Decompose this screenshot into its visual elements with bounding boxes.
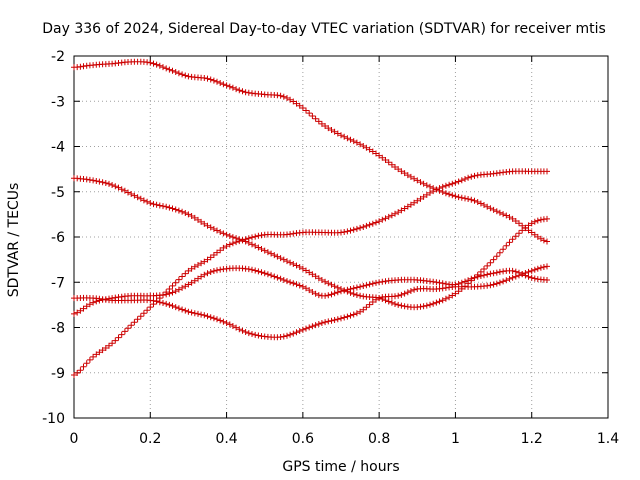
- x-tick-label: 1: [451, 431, 460, 447]
- x-tick-label: 0: [70, 431, 79, 447]
- series-markers: [71, 265, 550, 317]
- series-3: [71, 265, 550, 317]
- y-tick-label: -4: [51, 140, 65, 156]
- y-tick-label: -10: [42, 411, 65, 427]
- x-tick-label: 1.2: [521, 431, 543, 447]
- y-tick-label: -9: [51, 366, 65, 382]
- series-markers: [71, 168, 550, 378]
- y-tick-label: -7: [51, 275, 65, 291]
- y-tick-label: -5: [51, 185, 65, 201]
- y-tick-label: -6: [51, 230, 65, 246]
- x-tick-label: 0.8: [368, 431, 390, 447]
- chart-title: Day 336 of 2024, Sidereal Day-to-day VTE…: [42, 21, 606, 37]
- series-markers: [71, 175, 550, 311]
- series-2: [71, 175, 550, 311]
- x-tick-label: 0.2: [139, 431, 161, 447]
- series-markers: [71, 58, 550, 245]
- grid: [74, 56, 608, 418]
- x-tick-label: 0.6: [292, 431, 314, 447]
- y-tick-label: -3: [51, 94, 65, 110]
- x-axis-label: GPS time / hours: [282, 459, 399, 475]
- data-series: [71, 58, 550, 378]
- axis-ticks: 0 0.2 0.4 0.6 0.8 1 1.2 1.4 -2 -3 -4 -5 -6 -7 -8 -9 -10: [42, 49, 619, 447]
- series-1: [71, 58, 550, 245]
- y-tick-label: -2: [51, 49, 65, 65]
- series-4: [71, 168, 550, 378]
- y-axis-label: SDTVAR / TECUs: [6, 183, 22, 298]
- x-tick-label: 0.4: [215, 431, 237, 447]
- series-5: [71, 263, 550, 341]
- x-tick-label: 1.4: [597, 431, 619, 447]
- series-markers: [71, 263, 550, 341]
- y-tick-label: -8: [51, 321, 65, 337]
